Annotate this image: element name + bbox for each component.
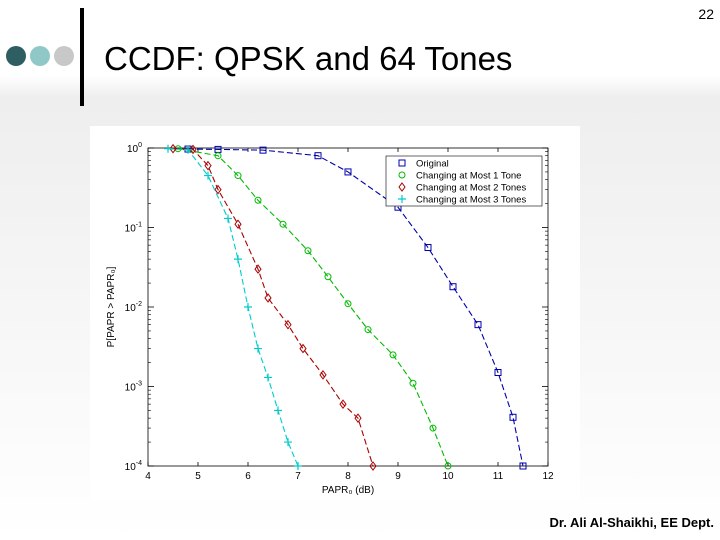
data-point xyxy=(284,438,292,447)
legend-label: Changing at Most 1 Tone xyxy=(416,171,521,182)
data-point xyxy=(319,370,327,380)
data-point xyxy=(254,264,262,274)
data-point xyxy=(264,373,272,382)
x-tick-label: 8 xyxy=(345,471,351,482)
data-point xyxy=(449,283,457,291)
data-point xyxy=(314,152,322,160)
data-point xyxy=(354,413,362,423)
y-tick-label: 100 xyxy=(127,142,142,155)
legend-label: Changing at Most 2 Tones xyxy=(416,183,526,194)
legend-label: Changing at Most 3 Tones xyxy=(416,195,526,206)
data-point xyxy=(264,293,272,303)
x-tick-label: 7 xyxy=(295,471,301,482)
data-point xyxy=(304,247,312,255)
data-point xyxy=(444,462,452,470)
data-point xyxy=(184,145,192,154)
data-point xyxy=(234,219,242,230)
plot-frame: 4 5 6 7 8 9 10 11 12 100 10-1 10-2 10-3 10-4 PAPR₀ (dB… xyxy=(90,126,580,500)
data-point xyxy=(214,184,222,195)
dot-grey xyxy=(54,46,74,66)
x-tick-label: 5 xyxy=(195,471,201,482)
dot-teal xyxy=(30,46,50,66)
footer-author: Dr. Ali Al-Shaikhi, EE Dept. xyxy=(549,515,714,530)
legend-marker xyxy=(398,171,406,179)
data-point xyxy=(189,144,197,155)
data-point xyxy=(284,319,292,330)
x-axis-label: PAPR₀ (dB) xyxy=(322,485,374,496)
data-point xyxy=(259,146,267,154)
dot-dark xyxy=(6,46,26,66)
title-divider xyxy=(80,8,84,106)
data-point xyxy=(274,406,282,415)
slide-number: 22 xyxy=(698,6,714,22)
legend-marker xyxy=(398,182,406,192)
data-point xyxy=(344,168,352,176)
series-4 xyxy=(164,144,302,470)
data-point xyxy=(429,424,437,432)
y-tick-label: 10-4 xyxy=(125,460,142,473)
data-point xyxy=(299,343,307,354)
data-point xyxy=(324,273,332,281)
data-point xyxy=(364,326,372,334)
ccdf-chart: 4 5 6 7 8 9 10 11 12 100 10-1 10-2 10-3 10-4 PAPR₀ (dB… xyxy=(106,142,554,496)
data-point xyxy=(234,172,242,180)
legend-marker xyxy=(398,195,406,203)
data-point xyxy=(234,255,242,264)
y-tick-label: 10-1 xyxy=(125,222,142,235)
data-point xyxy=(254,196,262,204)
decorative-dots xyxy=(6,46,74,66)
x-tick-label: 10 xyxy=(442,471,454,482)
data-point xyxy=(204,171,212,180)
series-line xyxy=(177,148,449,467)
data-point xyxy=(244,303,252,311)
data-point xyxy=(339,399,347,409)
data-point xyxy=(494,369,502,377)
x-tick-label: 6 xyxy=(245,471,251,482)
data-point xyxy=(509,413,517,421)
data-point xyxy=(169,143,177,154)
data-point xyxy=(279,220,287,228)
slide-title: CCDF: QPSK and 64 Tones xyxy=(104,40,513,77)
data-point xyxy=(409,379,417,387)
data-point xyxy=(474,321,482,329)
series-line xyxy=(187,148,524,467)
data-point xyxy=(224,214,232,223)
data-point xyxy=(369,461,377,471)
y-axis-label: P[PAPR > PAPR₀] xyxy=(106,266,117,347)
data-point xyxy=(204,160,212,171)
x-tick-label: 12 xyxy=(542,471,554,482)
y-tick-label: 10-3 xyxy=(125,381,142,394)
data-point xyxy=(254,344,262,353)
data-point xyxy=(424,244,432,252)
legend-label: Original xyxy=(416,159,449,170)
series-line xyxy=(172,148,374,467)
data-point xyxy=(389,351,397,359)
series-3 xyxy=(169,143,377,471)
data-point xyxy=(164,144,172,153)
data-point xyxy=(214,152,222,160)
data-point xyxy=(294,462,302,470)
legend-marker xyxy=(398,159,406,167)
series-2 xyxy=(174,145,452,470)
x-tick-label: 9 xyxy=(395,471,401,482)
x-tick-label: 11 xyxy=(493,471,504,482)
legend-box xyxy=(385,155,543,207)
x-tick-label: 4 xyxy=(145,471,151,482)
y-tick-label: 10-2 xyxy=(125,301,142,314)
data-point xyxy=(519,462,527,470)
data-point xyxy=(344,300,352,308)
